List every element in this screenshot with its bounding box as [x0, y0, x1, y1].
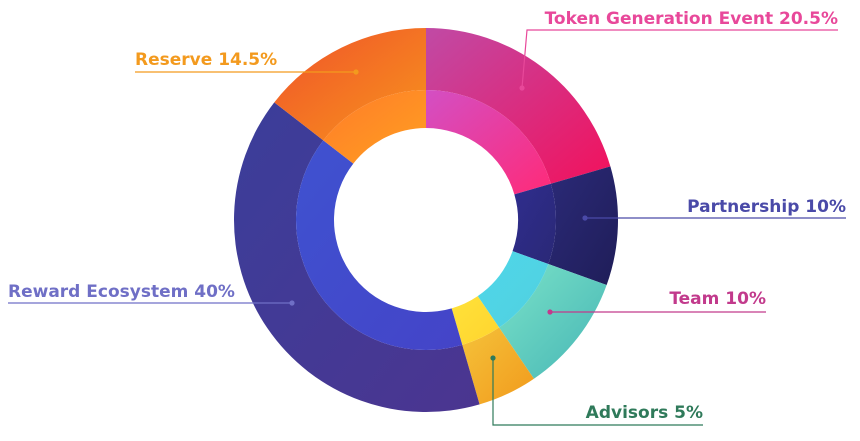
label-name-advisors: Advisors [586, 403, 674, 423]
label-value-partnership: 10% [805, 197, 846, 217]
slice-inner-partnership [512, 183, 557, 265]
callout-dot-advisors [490, 355, 496, 361]
callout-dot-team [547, 309, 553, 315]
slice-inner-reward-ecosystem [296, 140, 463, 350]
callout-dot-partnership [582, 215, 588, 221]
label-name-reserve: Reserve [135, 50, 218, 70]
callout-dot-reward-ecosystem [289, 300, 295, 306]
label-name-team: Team [669, 289, 725, 309]
slice-outer-reserve [274, 28, 426, 141]
label-reward-ecosystem: Reward Ecosystem 40% [8, 282, 235, 302]
label-name-reward-ecosystem: Reward Ecosystem [8, 282, 194, 302]
label-name-partnership: Partnership [687, 197, 805, 217]
label-value-token-generation-event: 20.5% [779, 9, 838, 29]
label-reserve: Reserve 14.5% [135, 50, 277, 70]
slice-outer-advisors [462, 327, 534, 405]
slice-inner-team [477, 251, 549, 328]
callout-dot-reserve [353, 69, 359, 75]
slice-outer-reward-ecosystem [234, 102, 480, 413]
slice-outer-token-generation-event [426, 28, 611, 184]
label-name-token-generation-event: Token Generation Event [545, 9, 779, 29]
label-value-advisors: 5% [674, 403, 703, 423]
callout-line-token-generation-event [521, 29, 838, 89]
label-partnership: Partnership 10% [687, 197, 846, 217]
label-value-team: 10% [725, 289, 766, 309]
slice-outer-team [499, 264, 607, 379]
label-advisors: Advisors 5% [586, 403, 703, 423]
slice-inner-reserve [323, 90, 426, 164]
label-token-generation-event: Token Generation Event 20.5% [545, 9, 838, 29]
label-team: Team 10% [669, 289, 766, 309]
callout-dot-token-generation-event [519, 85, 525, 91]
label-value-reserve: 14.5% [218, 50, 277, 70]
label-value-reward-ecosystem: 40% [194, 282, 235, 302]
slice-inner-token-generation-event [426, 90, 551, 195]
callout-line-advisors [492, 358, 703, 426]
slice-outer-partnership [548, 166, 618, 286]
slice-inner-advisors [451, 296, 500, 345]
